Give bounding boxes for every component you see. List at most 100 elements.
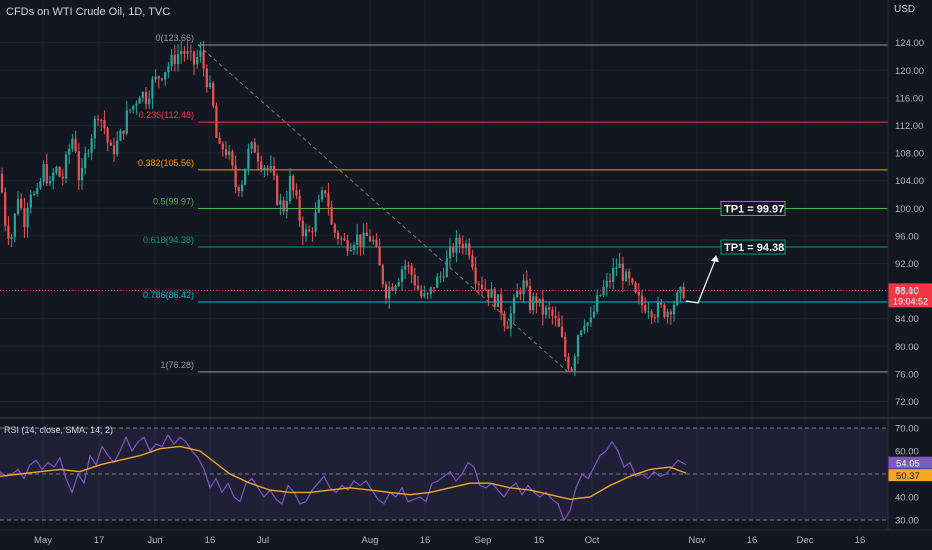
candle-body bbox=[452, 246, 455, 253]
candle-body bbox=[292, 175, 295, 191]
candle-body bbox=[400, 269, 404, 282]
candle-body bbox=[554, 315, 557, 319]
candle-body bbox=[650, 311, 653, 318]
candle-body bbox=[352, 244, 356, 251]
candle-body bbox=[423, 293, 426, 297]
candle-body bbox=[493, 289, 496, 307]
candle-body bbox=[496, 294, 500, 307]
candle-body bbox=[631, 278, 634, 283]
candle-body bbox=[375, 239, 378, 247]
candle-body bbox=[532, 296, 535, 311]
candle-body bbox=[244, 168, 247, 185]
candle-body bbox=[538, 298, 541, 304]
y-tick-label: 104.00 bbox=[895, 176, 924, 187]
candle-body bbox=[458, 237, 461, 245]
candle-body bbox=[266, 167, 269, 169]
candle-body bbox=[525, 280, 528, 287]
candle-body bbox=[93, 118, 96, 139]
candle-body bbox=[202, 50, 205, 69]
candle-body bbox=[381, 265, 384, 285]
candle-body bbox=[112, 145, 116, 155]
candle-body bbox=[426, 293, 429, 295]
candle-body bbox=[304, 229, 308, 237]
candle-body bbox=[340, 238, 343, 240]
fibonacci-retracement: 0(123.66) 0.236(112.48) 0.382(105.56) 0.5(9… bbox=[138, 33, 888, 373]
x-tick-label: 16 bbox=[534, 535, 545, 546]
candle-body bbox=[356, 234, 359, 245]
rsi-title: RSI (14, close, SMA, 14, 2) bbox=[4, 425, 113, 435]
candle-body bbox=[228, 151, 231, 156]
candle-body bbox=[343, 238, 346, 241]
candle-body bbox=[368, 236, 372, 242]
candle-body bbox=[234, 165, 237, 188]
candle-body bbox=[48, 181, 52, 184]
candle-body bbox=[666, 311, 669, 318]
tp-label: TP1 = 99.97 bbox=[724, 203, 784, 215]
candle-body bbox=[100, 119, 103, 121]
candle-body bbox=[0, 173, 4, 193]
candle-body bbox=[477, 283, 480, 285]
candle-body bbox=[301, 220, 304, 237]
candle-body bbox=[144, 92, 148, 105]
candle-body bbox=[26, 207, 29, 228]
x-tick-label: Sep bbox=[475, 535, 492, 546]
candle-body bbox=[676, 292, 679, 305]
candle-body bbox=[282, 200, 285, 212]
candle-body bbox=[560, 326, 564, 337]
candle-body bbox=[36, 188, 39, 194]
candle-body bbox=[656, 302, 660, 318]
rsi-value-label: 54.05 bbox=[896, 459, 920, 470]
candle-body bbox=[461, 244, 464, 249]
candle-body bbox=[503, 313, 506, 327]
candle-body bbox=[624, 271, 628, 282]
candle-body bbox=[445, 258, 448, 277]
y-tick-label: 124.00 bbox=[895, 38, 924, 49]
y-tick-label: 116.00 bbox=[895, 93, 923, 104]
candle-body bbox=[621, 263, 624, 282]
candle-body bbox=[612, 268, 615, 282]
candle-body bbox=[218, 137, 221, 144]
candle-body bbox=[324, 190, 327, 194]
candle-body bbox=[471, 255, 474, 268]
candle-body bbox=[285, 201, 288, 212]
rsi-tick-label: 30.00 bbox=[895, 516, 919, 527]
candle-body bbox=[320, 190, 324, 200]
candle-body bbox=[647, 311, 650, 313]
candle-body bbox=[589, 317, 592, 323]
candle-body bbox=[429, 287, 432, 295]
y-tick-label: 80.00 bbox=[895, 342, 919, 353]
candle-body bbox=[103, 119, 106, 129]
x-tick-label: 16 bbox=[747, 535, 758, 546]
x-tick-label: May bbox=[34, 535, 52, 546]
candle-body bbox=[84, 153, 87, 169]
rsi-tick-label: 60.00 bbox=[895, 447, 919, 458]
candle-body bbox=[544, 307, 548, 315]
candle-body bbox=[528, 286, 532, 311]
candle-body bbox=[77, 151, 80, 181]
candle-body bbox=[154, 76, 157, 80]
price-countdown: 19:04:52 bbox=[893, 296, 928, 306]
candle-body bbox=[487, 289, 490, 298]
candle-body bbox=[39, 181, 42, 189]
candle-body bbox=[551, 309, 554, 316]
candle-body bbox=[23, 208, 26, 228]
candle-body bbox=[333, 224, 336, 233]
currency-label: USD bbox=[894, 4, 916, 15]
candle-body bbox=[522, 280, 525, 295]
candle-body bbox=[464, 243, 468, 249]
candle-body bbox=[10, 236, 13, 239]
candle-body bbox=[535, 296, 538, 304]
candle-body bbox=[599, 295, 602, 297]
candle-body bbox=[330, 206, 333, 225]
candle-body bbox=[448, 246, 452, 259]
x-tick-label: Oct bbox=[585, 535, 600, 546]
y-tick-label: 92.00 bbox=[895, 259, 919, 270]
tp-box bbox=[720, 200, 786, 216]
candle-body bbox=[58, 167, 61, 177]
candle-body bbox=[132, 105, 135, 110]
candle-body bbox=[208, 82, 212, 88]
rsi-series-line bbox=[0, 433, 687, 522]
